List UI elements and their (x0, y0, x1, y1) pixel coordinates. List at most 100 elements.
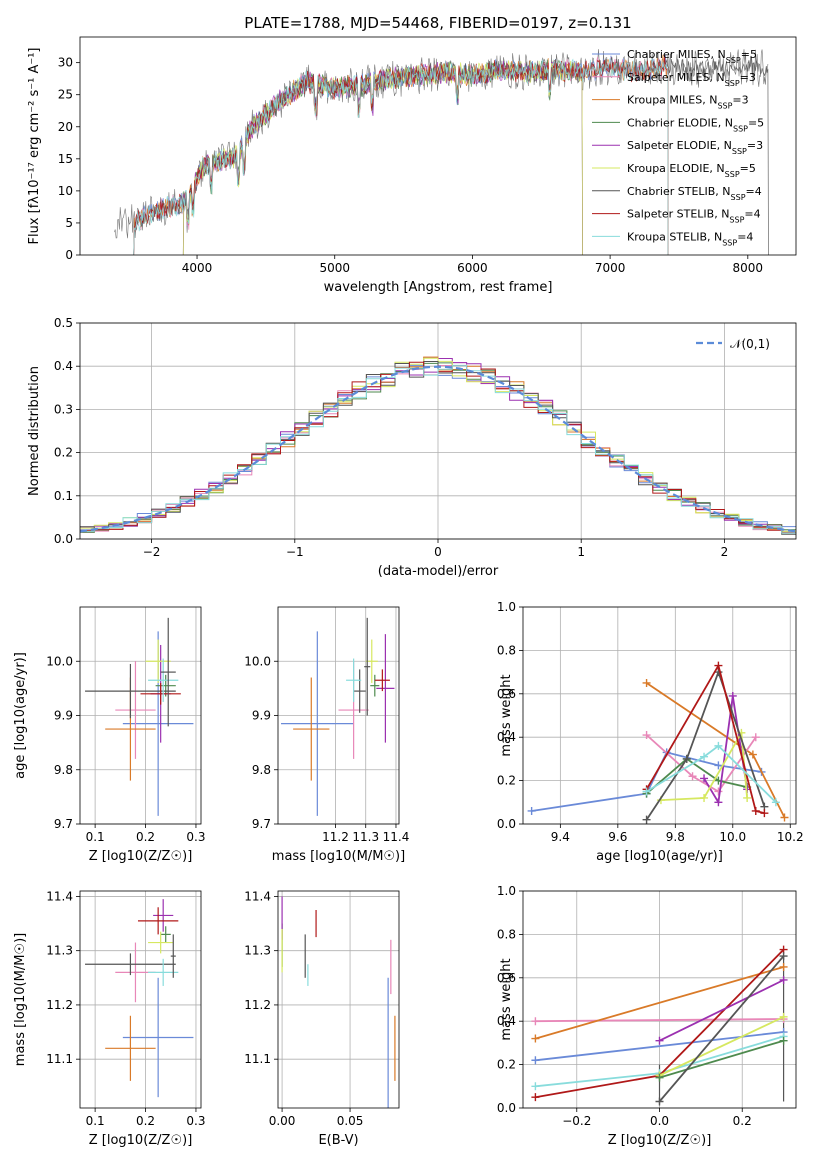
y-tick-label: 0.0 (497, 817, 516, 831)
x-tick-label: 0.1 (86, 1114, 105, 1128)
weight-marker (531, 1082, 539, 1090)
errorbar-point (281, 631, 354, 815)
legend-text: =3 (747, 139, 763, 152)
y-tick-label: 0.2 (497, 774, 516, 788)
x-axis-label: mass [log10(M/M☉)] (272, 849, 405, 864)
weight-marker (528, 807, 536, 815)
x-tick-label: 9.4 (551, 830, 570, 844)
legend-entry: Salpeter ELODIE, NSSP=3 (627, 139, 763, 156)
weight-marker (531, 1035, 539, 1043)
plot-area (85, 899, 193, 1097)
legend-subscript: SSP (729, 215, 744, 224)
x-tick-label: 1 (577, 545, 585, 559)
y-tick-label: 0.8 (497, 643, 516, 657)
errorbar-point (138, 907, 178, 934)
y-tick-label: 0.8 (497, 927, 516, 941)
legend-text: Chabrier ELODIE, N (627, 116, 733, 129)
y-tick-label: 30 (58, 56, 73, 70)
weight-marker (531, 1093, 539, 1101)
grid-lines (278, 891, 399, 1108)
x-tick-label: −0.2 (562, 1114, 591, 1128)
legend-subscript: SSP (725, 78, 740, 87)
y-tick-label: 10.0 (244, 654, 271, 668)
y-tick-label: 1.0 (497, 884, 516, 898)
legend-text: =3 (732, 94, 748, 107)
legend-entry: Salpeter STELIB, NSSP=4 (627, 208, 761, 225)
plot-area (281, 618, 394, 816)
errorbar-point (354, 669, 366, 712)
x-tick-label: 0.05 (337, 1114, 364, 1128)
x-axis-label: Z [log10(Z/Z☉)] (89, 849, 193, 864)
y-axis-label: Flux [fλ10⁻¹⁷ erg cm⁻² s⁻¹ A⁻¹] (27, 48, 42, 245)
y-tick-label: 9.8 (252, 763, 271, 777)
x-tick-label: 0.3 (186, 1114, 205, 1128)
y-tick-label: 11.4 (244, 889, 271, 903)
errorbar-point (376, 634, 394, 743)
x-tick-label: 8000 (733, 261, 764, 275)
x-tick-label: 0.1 (86, 830, 105, 844)
axes-frame (523, 607, 796, 824)
x-tick-label: −2 (143, 545, 161, 559)
x-axis-label: age [log10(age/yr)] (596, 849, 723, 864)
legend-entry: Chabrier STELIB, NSSP=4 (627, 185, 762, 202)
y-tick-label: 11.1 (46, 1052, 73, 1066)
legend-subscript: SSP (731, 192, 746, 201)
errorbar-point (161, 618, 176, 727)
axes-frame (80, 891, 201, 1108)
weight-marker (714, 798, 722, 806)
weight-marker (760, 809, 768, 817)
x-tick-label: 11.2 (322, 830, 349, 844)
errorbar-point (115, 661, 155, 759)
grid-lines (278, 607, 399, 824)
x-tick-label: 11.4 (383, 830, 410, 844)
legend-entry: Kroupa STELIB, NSSP=4 (627, 230, 753, 247)
errorbar-point (161, 926, 171, 942)
x-axis-label: wavelength [Angstrom, rest frame] (324, 280, 553, 295)
x-tick-label: 5000 (319, 261, 350, 275)
y-axis-label: mass weight (499, 958, 514, 1040)
x-tick-label: 10.0 (719, 830, 746, 844)
y-tick-label: 11.4 (46, 889, 73, 903)
x-tick-label: 0.2 (733, 1114, 752, 1128)
legend-entry: 𝒩(0,1) (730, 337, 770, 351)
y-tick-label: 0.2 (497, 1058, 516, 1072)
legend-text: =4 (746, 185, 762, 198)
y-tick-label: 15 (58, 152, 73, 166)
y-tick-label: 0.4 (54, 359, 73, 373)
plot-area (528, 662, 789, 824)
legend-text: Kroupa MILES, N (627, 94, 717, 107)
y-tick-label: 0.2 (54, 446, 73, 460)
x-axis-label: (data-model)/error (378, 564, 499, 579)
weights-vs-age-panel: 9.49.69.810.010.20.00.20.40.60.81.0age [… (497, 600, 804, 864)
y-axis-label: age [log10(age/yr)] (13, 652, 28, 779)
weight-marker (780, 963, 788, 971)
legend-text: Kroupa ELODIE, N (627, 162, 725, 175)
y-tick-label: 11.1 (244, 1052, 271, 1066)
x-tick-label: 0.2 (136, 830, 155, 844)
legend-subscript: SSP (733, 124, 748, 133)
x-axis-label: Z [log10(Z/Z☉)] (608, 1133, 712, 1148)
y-axis-label: mass [log10(M/M☉)] (13, 933, 28, 1066)
legend-text: =4 (737, 230, 753, 243)
weight-marker (781, 813, 789, 821)
weight-marker (656, 1037, 664, 1045)
age-vs-metallicity-panel: 0.10.20.39.79.89.910.0Z [log10(Z/Z☉)]age… (13, 607, 206, 864)
legend-text: Chabrier MILES, N (627, 48, 726, 61)
x-tick-label: 4000 (182, 261, 213, 275)
residual-histogram-panel: −2−10120.00.10.20.30.40.5(data-model)/er… (27, 316, 796, 579)
weight-marker (531, 1056, 539, 1064)
y-axis-label: mass weight (499, 674, 514, 756)
y-tick-label: 0.1 (54, 489, 73, 503)
axes-frame (278, 891, 399, 1108)
x-tick-label: 7000 (595, 261, 626, 275)
grid-lines (523, 607, 796, 824)
y-tick-label: 11.3 (244, 944, 271, 958)
y-tick-label: 10 (58, 184, 73, 198)
x-tick-label: −1 (286, 545, 304, 559)
y-tick-label: 0.3 (54, 402, 73, 416)
y-tick-label: 11.2 (244, 998, 271, 1012)
x-axis-label: Z [log10(Z/Z☉)] (89, 1133, 193, 1148)
legend-text: Salpeter ELODIE, N (627, 139, 732, 152)
errorbar-point (123, 978, 194, 1097)
weight-marker (780, 976, 788, 984)
